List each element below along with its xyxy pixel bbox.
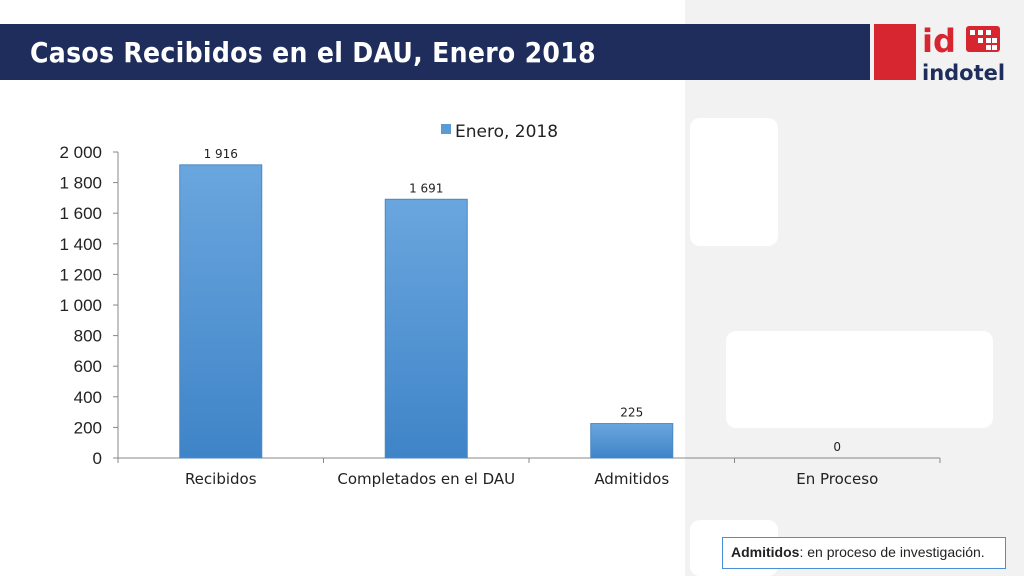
note-term: Admitidos [731, 544, 800, 560]
logo-mark-text: id [922, 22, 956, 60]
y-tick-label: 600 [74, 357, 102, 376]
title-bar [0, 24, 870, 80]
x-tick-label: Completados en el DAU [337, 470, 515, 488]
y-tick-label: 1 600 [59, 204, 102, 223]
y-tick-label: 400 [74, 388, 102, 407]
indotel-logo: id indotel [922, 22, 1004, 84]
y-tick-label: 1 200 [59, 265, 102, 284]
y-tick-label: 0 [93, 449, 102, 468]
y-tick-label: 1 400 [59, 235, 102, 254]
y-tick-label: 1 800 [59, 174, 102, 193]
note-text: : en proceso de investigación. [799, 544, 985, 560]
y-tick-label: 200 [74, 418, 102, 437]
x-tick-label: Recibidos [185, 470, 257, 488]
bar [590, 423, 674, 459]
x-tick-label: Admitidos [594, 470, 669, 488]
y-tick-label: 800 [74, 327, 102, 346]
y-tick-label: 2 000 [59, 143, 102, 162]
bar [384, 198, 468, 459]
logo-red-block [874, 24, 916, 80]
y-tick-label: 1 000 [59, 296, 102, 315]
background-panel [685, 0, 1024, 576]
legend-swatch [441, 124, 451, 134]
data-label: 1 691 [409, 181, 443, 195]
bar [179, 164, 263, 459]
note-box: Admitidos: en proceso de investigación. [722, 537, 1006, 569]
page-title: Casos Recibidos en el DAU, Enero 2018 [30, 36, 596, 69]
data-label: 225 [620, 406, 643, 420]
background-notch [690, 118, 778, 246]
background-notch [726, 331, 993, 428]
data-label: 1 916 [204, 147, 238, 161]
logo-name-text: indotel [922, 61, 1004, 84]
legend-label: Enero, 2018 [455, 122, 558, 142]
bar-chart: 0 200 400 600 800 1 000 1 200 1 400 1 600 1 800 2 … [59, 122, 941, 488]
data-label: 0 [833, 440, 841, 454]
x-tick-label: En Proceso [796, 470, 878, 488]
